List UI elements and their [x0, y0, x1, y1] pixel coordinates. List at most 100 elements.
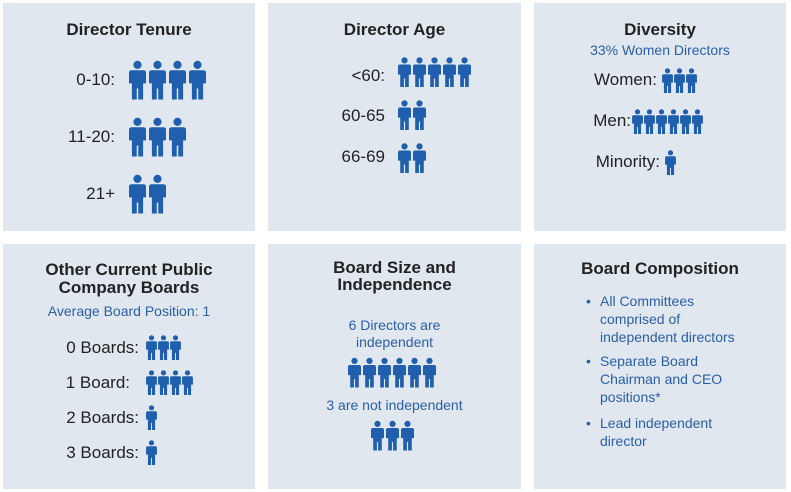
panel-title: Diversity: [624, 20, 696, 39]
tenure-icons-0-10: [129, 60, 206, 100]
tenure-icons-21-plus: [129, 174, 166, 214]
person-icon: [398, 57, 411, 87]
person-icon: [458, 57, 471, 87]
person-icon: [668, 109, 679, 134]
person-icon: [149, 60, 166, 100]
person-icon: [146, 405, 157, 430]
composition-item-text: Lead independent: [600, 415, 713, 431]
boards-label-0: 0 Boards:: [66, 338, 139, 357]
person-icon: [398, 100, 411, 130]
person-icon: [363, 357, 376, 388]
tenure-label-21-plus: 21+: [86, 184, 115, 203]
tenure-label-11-20: 11-20:: [68, 127, 115, 146]
person-icon: [662, 68, 673, 93]
bullet: •: [586, 415, 591, 431]
person-icon: [398, 143, 411, 173]
panel-title-line1: Other Current Public: [45, 260, 213, 279]
composition-item-text: All Committees: [600, 293, 695, 309]
panel-diversity: Diversity 33% Women Directors Women: Men…: [534, 3, 786, 231]
person-icon: [413, 100, 426, 130]
person-icon: [656, 109, 667, 134]
person-icon: [170, 335, 181, 360]
person-icon: [644, 109, 655, 134]
boards-icons-2: [146, 405, 157, 430]
panel-title: Director Tenure: [66, 20, 192, 39]
independent-text-line1: 6 Directors are: [348, 317, 441, 333]
person-icon: [129, 117, 146, 157]
boards-label-1: 1 Board:: [65, 373, 130, 392]
panel-other-boards: Other Current Public Company Boards Aver…: [3, 244, 255, 489]
person-icon: [182, 370, 193, 395]
person-icon: [158, 370, 169, 395]
bullet: •: [586, 293, 591, 309]
person-icon: [146, 440, 157, 465]
age-icons-66-69: [398, 143, 426, 173]
boards-label-3: 3 Boards:: [66, 443, 139, 462]
person-icon: [146, 335, 157, 360]
person-icon: [146, 370, 157, 395]
person-icon: [149, 174, 166, 214]
panel-title: Board Composition: [581, 259, 739, 278]
diversity-label-minority: Minority:: [595, 152, 660, 171]
person-icon: [413, 143, 426, 173]
person-icon: [665, 150, 676, 175]
panel-title-line1: Board Size and: [333, 258, 456, 277]
age-label-under-60: <60:: [351, 66, 385, 85]
boards-icons-3: [146, 440, 157, 465]
panel-title-line2: Independence: [337, 275, 452, 294]
panel-subtitle: Average Board Position: 1: [47, 303, 211, 319]
age-label-66-69: 66-69: [341, 147, 385, 166]
person-icon: [378, 357, 391, 388]
composition-item-text: positions*: [600, 389, 661, 405]
bullet: •: [586, 353, 591, 369]
tenure-label-0-10: 0-10:: [76, 70, 115, 89]
diversity-label-women: Women:: [594, 70, 657, 89]
person-icon: [408, 357, 421, 388]
diversity-icons-minority: [665, 150, 676, 175]
person-icon: [423, 357, 436, 388]
person-icon: [428, 57, 441, 87]
boards-label-2: 2 Boards:: [66, 408, 139, 427]
person-icon: [393, 357, 406, 388]
tenure-icons-11-20: [129, 117, 186, 157]
person-icon: [129, 174, 146, 214]
person-icon: [169, 117, 186, 157]
panel-director-tenure: Director Tenure 0-10: 11-20: 21+: [3, 3, 255, 231]
independent-text-line2: independent: [355, 334, 434, 350]
composition-item-text: comprised of: [600, 311, 681, 327]
person-icon: [674, 68, 685, 93]
person-icon: [158, 335, 169, 360]
person-icon: [189, 60, 206, 100]
boards-icons-0: [146, 335, 181, 360]
not-independent-text: 3 are not independent: [326, 397, 463, 413]
age-label-60-65: 60-65: [341, 106, 385, 125]
composition-item-text: director: [600, 433, 647, 449]
composition-item-text: independent directors: [600, 329, 735, 345]
boards-icons-1: [146, 370, 193, 395]
panel-title: Director Age: [343, 20, 446, 39]
person-icon: [632, 109, 643, 134]
person-icon: [170, 370, 181, 395]
not-independent-icons: [371, 420, 414, 451]
panel-title-line2: Company Boards: [58, 278, 200, 297]
panel-director-age: Director Age <60: 60-65 66-69: [268, 3, 521, 231]
person-icon: [413, 57, 426, 87]
person-icon: [129, 60, 146, 100]
age-icons-60-65: [398, 100, 426, 130]
person-icon: [401, 420, 414, 451]
composition-item-text: Separate Board: [600, 353, 699, 369]
person-icon: [371, 420, 384, 451]
independent-icons: [348, 357, 436, 388]
composition-item-text: Chairman and CEO: [600, 371, 723, 387]
diversity-icons-women: [662, 68, 697, 93]
age-icons-under-60: [398, 57, 471, 87]
person-icon: [686, 68, 697, 93]
person-icon: [692, 109, 703, 134]
panel-board-size: Board Size and Independence 6 Directors …: [268, 244, 521, 489]
person-icon: [149, 117, 166, 157]
panel-board-composition: Board Composition • All Committees compr…: [534, 244, 786, 489]
diversity-icons-men: [632, 109, 703, 134]
person-icon: [386, 420, 399, 451]
person-icon: [680, 109, 691, 134]
person-icon: [169, 60, 186, 100]
